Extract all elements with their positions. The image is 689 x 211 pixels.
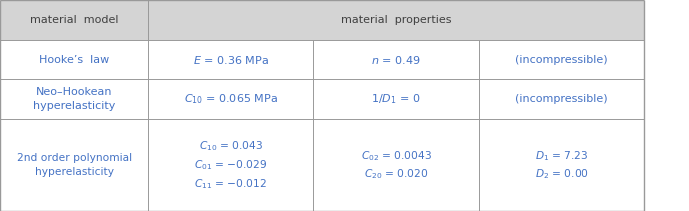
Bar bbox=[0, 0, 644, 40]
Text: $n$ = 0.49: $n$ = 0.49 bbox=[371, 54, 421, 66]
Bar bbox=[148, 119, 313, 211]
Bar bbox=[479, 119, 644, 211]
Text: material  model: material model bbox=[30, 15, 119, 25]
Text: $E$ = 0.36 MPa: $E$ = 0.36 MPa bbox=[193, 54, 269, 66]
Text: material  properties: material properties bbox=[341, 15, 451, 25]
Bar bbox=[148, 40, 313, 79]
Text: Hooke’s  law: Hooke’s law bbox=[39, 55, 109, 65]
Text: $1/D_1$ = 0: $1/D_1$ = 0 bbox=[371, 92, 421, 106]
Bar bbox=[313, 79, 479, 119]
Text: $D_1$ = 7.23
$D_2$ = 0.00: $D_1$ = 7.23 $D_2$ = 0.00 bbox=[535, 149, 588, 181]
Text: Neo–Hookean
hyperelasticity: Neo–Hookean hyperelasticity bbox=[33, 87, 115, 111]
Bar bbox=[0, 119, 148, 211]
Bar bbox=[313, 40, 479, 79]
Text: 2nd order polynomial
hyperelasticity: 2nd order polynomial hyperelasticity bbox=[17, 153, 132, 177]
Text: (incompressible): (incompressible) bbox=[515, 94, 608, 104]
Text: $C_{10}$ = 0.043
$C_{01}$ = −0.029
$C_{11}$ = −0.012: $C_{10}$ = 0.043 $C_{01}$ = −0.029 $C_{1… bbox=[194, 139, 267, 191]
Bar bbox=[148, 79, 313, 119]
Text: (incompressible): (incompressible) bbox=[515, 55, 608, 65]
Text: $C_{10}$ = 0.065 MPa: $C_{10}$ = 0.065 MPa bbox=[184, 92, 278, 106]
Bar bbox=[479, 79, 644, 119]
Bar bbox=[0, 79, 148, 119]
Bar bbox=[313, 119, 479, 211]
Text: $C_{02}$ = 0.0043
$C_{20}$ = 0.020: $C_{02}$ = 0.0043 $C_{20}$ = 0.020 bbox=[360, 149, 432, 181]
Bar bbox=[479, 40, 644, 79]
Bar bbox=[0, 40, 148, 79]
